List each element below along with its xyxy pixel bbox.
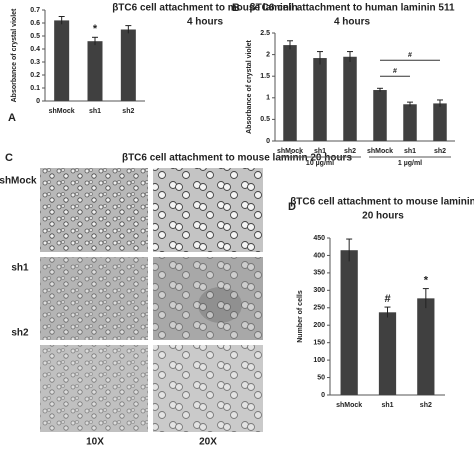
micrograph-cells (153, 345, 263, 432)
chart-title: βTC6 cell attachment to mouse laminin (112, 3, 298, 14)
column-label: 20X (199, 437, 217, 448)
bar (54, 20, 70, 101)
y-tick-label: 0 (321, 392, 325, 399)
x-tick-label: sh2 (122, 108, 134, 115)
y-axis-label: Number of cells (297, 290, 304, 343)
x-tick-label: sh2 (344, 148, 356, 155)
y-tick-label: 2.5 (260, 30, 270, 37)
group-label: 1 µg/ml (398, 160, 422, 167)
y-tick-label: 0.2 (30, 72, 40, 79)
chart-title: βTC6 cell attachment to human laminin 51… (249, 3, 454, 14)
y-axis-label: Absorbance of crystal violet (246, 39, 253, 133)
y-tick-label: 50 (317, 374, 325, 381)
x-tick-label: sh1 (381, 402, 393, 409)
x-tick-label: sh1 (89, 108, 101, 115)
y-tick-label: 0.5 (30, 33, 40, 40)
group-label: 10 µg/ml (306, 160, 334, 167)
x-tick-label: shMock (367, 148, 393, 155)
y-tick-label: 350 (313, 270, 325, 277)
y-tick-label: 400 (313, 252, 325, 259)
micrograph-cells (153, 257, 263, 340)
y-tick-label: 2 (266, 51, 270, 58)
panel-label: D (288, 201, 296, 213)
panel-label: C (5, 152, 13, 164)
x-tick-label: shMock (336, 402, 362, 409)
micrographs (40, 168, 263, 432)
y-tick-label: 1.5 (260, 73, 270, 80)
x-tick-label: shMock (277, 148, 303, 155)
x-tick-label: sh2 (434, 148, 446, 155)
bar (433, 103, 447, 141)
panel-label: B (232, 2, 240, 14)
column-label: 10X (86, 437, 104, 448)
y-tick-label: 0.6 (30, 20, 40, 27)
bar (378, 312, 397, 395)
row-label: sh1 (11, 263, 29, 274)
y-tick-label: 150 (313, 340, 325, 347)
y-tick-label: 0 (36, 98, 40, 105)
panel-label: A (8, 112, 16, 124)
y-tick-label: 250 (313, 305, 325, 312)
micrograph-cells (153, 168, 263, 252)
x-tick-label: sh1 (314, 148, 326, 155)
y-tick-label: 300 (313, 287, 325, 294)
y-tick-label: 0.5 (260, 116, 270, 123)
x-tick-label: sh2 (420, 402, 432, 409)
significance-mark: # (384, 293, 390, 305)
bar (403, 104, 417, 141)
panel-title: βTC6 cell attachment to mouse laminin 20… (122, 153, 352, 164)
y-tick-label: 0.3 (30, 59, 40, 66)
chart-subtitle: 20 hours (362, 211, 404, 222)
y-tick-label: 1 (266, 95, 270, 102)
bar (313, 58, 327, 141)
bar (417, 298, 435, 395)
bar (120, 29, 136, 101)
y-tick-label: 0 (266, 138, 270, 145)
chart-subtitle: 4 hours (187, 17, 224, 28)
x-tick-label: sh1 (404, 148, 416, 155)
micrograph-cells (40, 257, 148, 340)
significance-mark: * (93, 23, 98, 35)
micrograph-cells (40, 168, 148, 252)
bracket-label: # (393, 68, 397, 75)
x-tick-label: shMock (49, 108, 75, 115)
y-tick-label: 0.1 (30, 85, 40, 92)
row-label: shMock (0, 176, 37, 187)
y-tick-label: 450 (313, 235, 325, 242)
chart-subtitle: 4 hours (334, 17, 371, 28)
bar (340, 250, 358, 395)
bracket-label: # (408, 52, 412, 59)
chart-title: βTC6 cell attachment to mouse laminin (290, 197, 474, 208)
bar (343, 56, 357, 142)
bar (283, 45, 297, 141)
significance-mark: * (424, 274, 429, 286)
y-axis-label: Absorbance of crystal violet (11, 8, 18, 102)
y-tick-label: 200 (313, 322, 325, 329)
micrograph-cells (40, 345, 148, 432)
y-tick-label: 100 (313, 357, 325, 364)
y-tick-label: 0.4 (30, 46, 40, 53)
bar (87, 41, 103, 101)
row-label: sh2 (11, 328, 29, 339)
bar (373, 90, 387, 141)
y-tick-label: 0.7 (30, 7, 40, 14)
